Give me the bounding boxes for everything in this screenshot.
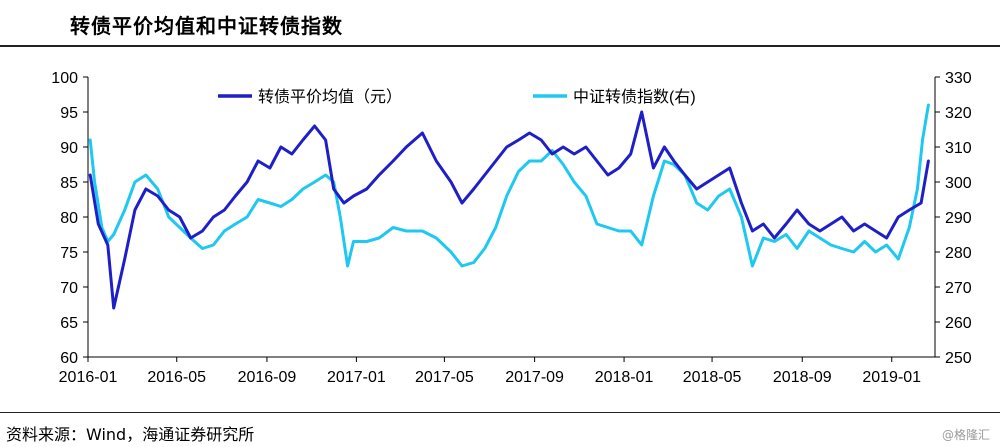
x-tick-label: 2016-01 (59, 369, 118, 386)
title-divider (0, 45, 1000, 47)
source-note: 资料来源：Wind，海通证券研究所 (6, 425, 255, 444)
y-right-tick-label: 260 (945, 315, 972, 332)
x-tick-label: 2017-01 (327, 369, 386, 386)
y-right-tick-label: 290 (945, 210, 972, 227)
y-right-tick-label: 270 (945, 280, 972, 297)
y-right-tick-label: 250 (945, 350, 972, 367)
y-axis-right: 250 260 270 280 290 300 310 320 330 (935, 70, 972, 367)
chart-legend: 转债平价均值（元） 中证转债指数(右) (218, 88, 696, 106)
series-lines (88, 103, 930, 310)
y-left-tick-label: 85 (60, 175, 78, 192)
y-right-tick-label: 280 (945, 245, 972, 262)
x-tick-label: 2016-09 (238, 369, 297, 386)
line-chart: 60 65 70 75 80 85 90 95 100 250 260 270 280 290 300 31… (51, 70, 972, 386)
x-axis: 2016-01 2016-05 2016-09 2017-01 2017-05 2017-… (59, 357, 921, 386)
x-tick-label: 2017-05 (415, 369, 474, 386)
y-right-tick-label: 320 (945, 105, 972, 122)
watermark-text: @格隆汇 (941, 428, 990, 442)
y-right-tick-label: 300 (945, 175, 972, 192)
y-left-tick-label: 75 (60, 245, 78, 262)
y-left-tick-label: 60 (60, 350, 78, 367)
y-left-tick-label: 65 (60, 315, 78, 332)
y-right-tick-label: 310 (945, 140, 972, 157)
footer-divider (0, 412, 1000, 413)
y-left-tick-label: 70 (60, 280, 78, 297)
x-tick-label: 2016-05 (147, 369, 206, 386)
legend-label: 中证转债指数(右) (573, 88, 696, 106)
x-tick-label: 2018-01 (595, 369, 654, 386)
y-left-tick-label: 90 (60, 140, 78, 157)
x-tick-label: 2018-09 (773, 369, 832, 386)
y-left-tick-label: 95 (60, 105, 78, 122)
x-tick-label: 2017-09 (505, 369, 564, 386)
page-title: 转债平价均值和中证转债指数 (70, 14, 343, 38)
series-line-cb-index (88, 103, 930, 268)
y-left-tick-label: 100 (51, 70, 78, 87)
x-tick-label: 2019-01 (862, 369, 921, 386)
y-axis-left: 60 65 70 75 80 85 90 95 100 (51, 70, 88, 367)
y-left-tick-label: 80 (60, 210, 78, 227)
x-tick-label: 2018-05 (683, 369, 742, 386)
y-right-tick-label: 330 (945, 70, 972, 87)
series-line-parity-average (88, 110, 930, 310)
legend-label: 转债平价均值（元） (258, 88, 402, 106)
